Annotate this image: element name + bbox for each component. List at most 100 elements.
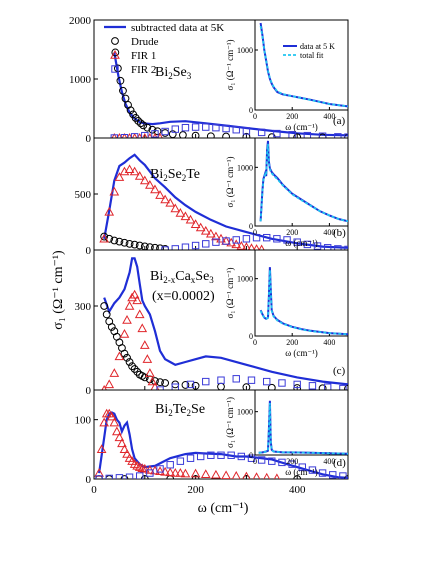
- marker-square: [232, 236, 240, 244]
- marker-square: [95, 475, 103, 479]
- marker-triangle: [129, 289, 140, 299]
- marker-circle: [130, 240, 139, 249]
- marker-square: [273, 129, 281, 138]
- marker-square: [242, 127, 251, 135]
- marker-triangle: [117, 438, 127, 448]
- marker-circle: [100, 232, 109, 241]
- marker-triangle: [109, 417, 120, 427]
- marker-circle: [191, 381, 200, 390]
- marker-square: [130, 133, 139, 138]
- marker-square: [242, 235, 251, 243]
- marker-square: [161, 127, 169, 136]
- marker-circle: [161, 129, 170, 137]
- marker-circle: [128, 362, 137, 371]
- legend-swatch-fir2: [111, 65, 119, 73]
- marker-circle: [102, 310, 111, 319]
- marker-circle: [293, 133, 302, 138]
- inset-y-tick-label: 0: [249, 451, 253, 460]
- marker-circle: [318, 384, 327, 390]
- marker-square: [186, 454, 195, 462]
- marker-triangle: [242, 242, 251, 250]
- marker-circle: [151, 243, 159, 250]
- inset-fit-line: [259, 143, 348, 223]
- marker-triangle: [127, 292, 137, 302]
- panel-plot: [100, 257, 348, 390]
- marker-square: [278, 458, 286, 467]
- marker-square: [339, 384, 347, 390]
- inset-fit-line: [259, 25, 348, 108]
- marker-triangle: [124, 300, 135, 310]
- marker-square: [196, 452, 205, 461]
- y-tick-label: 100: [75, 415, 92, 427]
- marker-circle: [133, 367, 142, 376]
- marker-triangle: [122, 314, 132, 324]
- inset-y-label: σ₁ (Ω⁻¹ cm⁻¹): [225, 39, 235, 90]
- marker-square: [339, 472, 347, 479]
- marker-square: [156, 465, 164, 473]
- marker-triangle: [114, 351, 125, 361]
- marker-circle: [267, 383, 276, 390]
- marker-triangle: [109, 186, 120, 196]
- inset-x-tick-label: 200: [286, 338, 298, 347]
- marker-triangle: [147, 376, 158, 386]
- marker-circle: [191, 475, 200, 479]
- sample-annotation-c: (x=0.0002): [152, 289, 215, 304]
- inset-y-tick-label: 0: [249, 106, 253, 115]
- marker-triangle: [247, 243, 256, 250]
- marker-triangle: [221, 470, 231, 479]
- marker-triangle: [109, 368, 120, 377]
- marker-square: [227, 451, 235, 459]
- y-tick-label: 0: [86, 245, 92, 257]
- marker-triangle: [263, 472, 271, 479]
- inset-x-tick-label: 200: [286, 112, 298, 121]
- marker-square: [334, 133, 342, 138]
- inset-a: 0 1000 0 200 400 ω (cm⁻¹) σ₁ (Ω⁻¹ cm⁻¹) data at…: [225, 19, 349, 132]
- y-tick-label: 1000: [69, 74, 92, 86]
- marker-triangle: [106, 411, 117, 421]
- marker-circle: [140, 373, 149, 382]
- inset-plot: [259, 140, 348, 223]
- panel-tag-c: (c): [333, 365, 346, 377]
- marker-triangle: [139, 175, 150, 185]
- sample-label-d: Bi2Te2Se: [155, 402, 205, 418]
- marker-square: [263, 233, 271, 242]
- inset-x-tick-label: 400: [323, 338, 335, 347]
- x-tick-label: 400: [289, 484, 306, 496]
- data-line: [103, 153, 348, 249]
- panel-plot: [94, 408, 348, 479]
- inset-x-tick-label: 0: [253, 228, 257, 237]
- marker-circle: [120, 349, 129, 358]
- marker-triangle: [134, 171, 145, 180]
- marker-triangle: [137, 463, 148, 473]
- y-tick-label: 0: [86, 385, 92, 397]
- marker-triangle: [242, 471, 251, 479]
- marker-triangle: [253, 244, 260, 250]
- marker-triangle: [145, 368, 155, 377]
- panel-tag-b: (b): [333, 227, 346, 239]
- marker-square: [202, 240, 210, 248]
- marker-square: [334, 245, 342, 250]
- marker-circle: [161, 379, 170, 387]
- marker-circle: [130, 365, 139, 373]
- marker-triangle: [139, 463, 150, 473]
- inset-x-label: ω (cm⁻¹): [285, 238, 318, 248]
- data-line: [113, 52, 348, 137]
- marker-triangle: [160, 194, 170, 204]
- y-tick-label: 500: [75, 189, 92, 201]
- inset-x-tick-label: 0: [253, 112, 257, 121]
- marker-circle: [107, 323, 116, 331]
- legend-label-drude: Drude: [131, 36, 159, 48]
- marker-triangle: [132, 295, 143, 305]
- marker-triangle: [139, 340, 150, 349]
- marker-triangle: [170, 468, 181, 477]
- marker-circle: [116, 76, 125, 85]
- marker-circle: [111, 48, 120, 57]
- inset-x-tick-label: 200: [286, 228, 298, 237]
- marker-triangle: [104, 206, 115, 216]
- inset-y-tick-label: 0: [249, 332, 253, 341]
- marker-triangle: [155, 466, 165, 475]
- inset-x-label: ω (cm⁻¹): [285, 122, 318, 132]
- marker-triangle: [99, 417, 110, 427]
- marker-square: [268, 457, 276, 465]
- legend-swatch-fir1: [110, 49, 120, 59]
